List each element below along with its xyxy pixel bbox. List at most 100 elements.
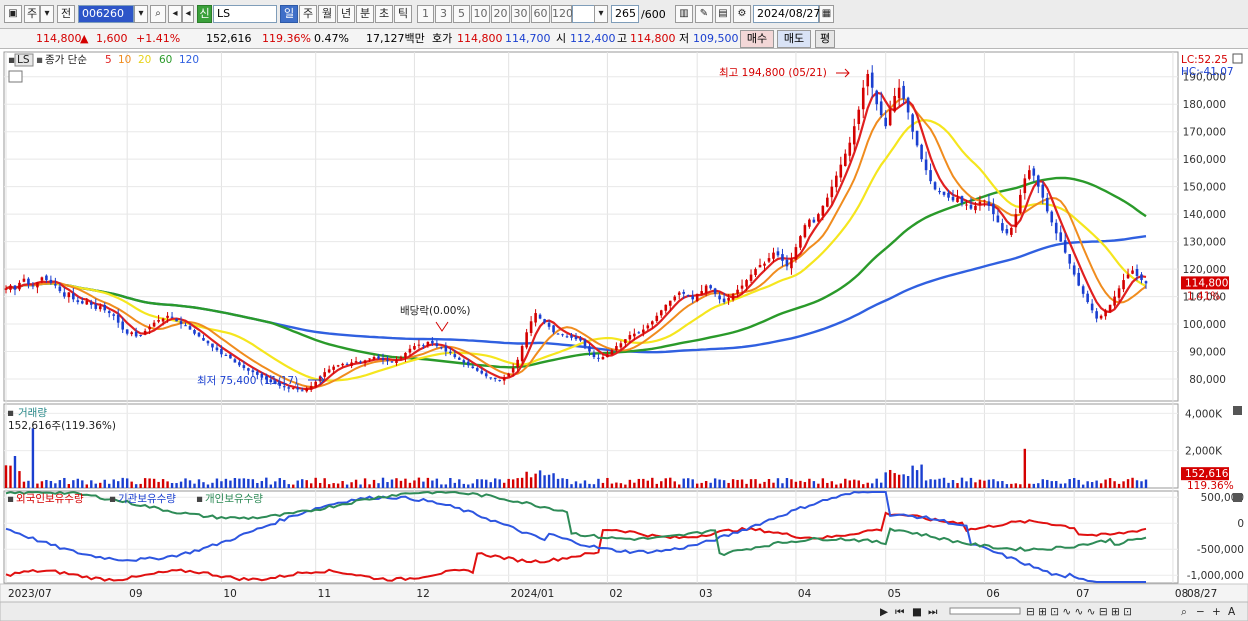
volume-bar — [58, 480, 62, 488]
market-select[interactable]: 주 — [24, 5, 40, 23]
volume-bar — [839, 483, 843, 488]
candle-body — [700, 291, 703, 295]
code-dropdown-icon[interactable]: ▾ — [134, 5, 148, 23]
foreign-legend: 외국인보유수량 — [16, 493, 84, 505]
volume-bar — [467, 484, 470, 488]
candle-body — [1108, 304, 1112, 312]
open-label: 시 — [556, 32, 567, 45]
buy-button[interactable]: 매수 — [740, 30, 774, 48]
volume-bar — [879, 482, 883, 488]
flow-panel[interactable] — [3, 490, 1179, 584]
dividend-marker-icon — [435, 321, 449, 332]
font-size-icon[interactable]: A — [1228, 606, 1236, 618]
calendar-icon[interactable]: ▦ — [819, 5, 834, 23]
last-page-icon[interactable]: ⏭ — [928, 606, 938, 618]
volume-info: 152,616주(119.36%) — [8, 420, 116, 432]
date-input[interactable]: 2024/08/27 — [753, 5, 820, 23]
zoom-out-icon[interactable]: − — [1196, 606, 1205, 618]
stop-icon[interactable]: ■ — [912, 606, 922, 618]
data-count-input[interactable]: 265 — [611, 5, 639, 23]
volume-bar — [794, 481, 798, 488]
zoom-icons[interactable]: ⊟ ⊞ ⊡ ∿ ∿ ∿ ⊟ ⊞ ⊡ — [1026, 606, 1132, 618]
sound-icon[interactable]: ◂ — [168, 5, 182, 23]
interval-button[interactable]: 20 — [491, 5, 510, 23]
zoom-in-icon[interactable]: + — [1212, 606, 1221, 618]
count-unit-dropdown-icon[interactable]: ▾ — [594, 5, 608, 23]
table-toggle-icon[interactable] — [8, 70, 23, 83]
prev-stock-icon[interactable]: ◂ — [182, 5, 194, 23]
candle-body — [72, 293, 75, 300]
candle-body — [552, 325, 555, 333]
legend-square-icon: ▪ — [8, 54, 15, 66]
volume-bar — [265, 477, 268, 488]
period-button[interactable]: 초 — [375, 5, 393, 23]
save-icon[interactable]: ▤ — [715, 5, 731, 23]
volume-bar — [862, 484, 865, 488]
candle-body — [462, 360, 466, 363]
volume-bar — [494, 478, 497, 488]
volume-bar — [323, 478, 326, 488]
stock-chart[interactable]: 2023/07 09 10 11 12 2024/01 02 03 04 05 06 07 0808/2… — [0, 49, 1248, 621]
volume-bar — [565, 478, 569, 488]
volume-panel[interactable] — [3, 403, 1179, 489]
volume-bar — [1005, 484, 1009, 488]
candle-body — [821, 205, 825, 216]
interval-button[interactable]: 120 — [551, 5, 573, 23]
candle-body — [484, 373, 488, 377]
period-button[interactable]: 월 — [318, 5, 336, 23]
interval-button[interactable]: 5 — [453, 5, 470, 23]
price-panel[interactable] — [3, 51, 1179, 402]
volume-bar — [570, 484, 573, 488]
period-button[interactable]: 분 — [356, 5, 374, 23]
chart-type-icon[interactable]: ▥ — [675, 5, 693, 23]
candle-body — [790, 258, 793, 269]
volume-bar — [1028, 483, 1031, 488]
scroll-track[interactable] — [949, 607, 1021, 615]
symbol-box[interactable] — [14, 53, 34, 67]
candle-body — [381, 358, 385, 360]
interval-button[interactable]: 3 — [435, 5, 452, 23]
settings-gear-icon[interactable]: ⚙ — [733, 5, 751, 23]
interval-button[interactable]: 1 — [417, 5, 434, 23]
period-button[interactable]: 틱 — [394, 5, 412, 23]
period-button[interactable]: 주 — [299, 5, 317, 23]
volume-bar — [188, 480, 192, 488]
search-icon[interactable]: ⌕ — [150, 5, 166, 23]
candle-body — [1077, 272, 1080, 286]
volume-bar — [1077, 479, 1080, 488]
volume-bar — [763, 481, 766, 488]
volume-bar — [476, 479, 479, 488]
volume-bar — [749, 479, 753, 488]
scroll-right-icon[interactable]: ▶ — [880, 606, 889, 618]
price-panel-menu-icon[interactable] — [1232, 53, 1243, 64]
date-label: 06 — [986, 588, 1000, 600]
volume-bar — [718, 479, 721, 488]
stock-code-input[interactable]: 006260 — [78, 5, 134, 23]
data-count-total: /600 — [641, 8, 666, 21]
magnify-icon[interactable]: ⌕ — [1181, 606, 1187, 618]
sell-button[interactable]: 매도 — [777, 30, 811, 48]
window-menu-icon[interactable]: ▣ — [4, 5, 22, 23]
market-dropdown-icon[interactable]: ▾ — [40, 5, 54, 23]
candle-body — [502, 377, 506, 381]
volume-bar — [99, 482, 102, 488]
period-select[interactable]: 전 — [57, 5, 75, 23]
candle-body — [628, 335, 632, 340]
stock-name-field[interactable]: LS — [213, 5, 277, 23]
candle-body — [745, 280, 748, 287]
volume-bar — [983, 480, 986, 488]
candle-body — [911, 114, 914, 132]
period-button[interactable]: 년 — [337, 5, 355, 23]
candle-body — [826, 197, 829, 207]
candle-body — [49, 279, 53, 283]
interval-button[interactable]: 10 — [471, 5, 490, 23]
period-button[interactable]: 일 — [280, 5, 298, 23]
even-button[interactable]: 평 — [815, 30, 835, 48]
interval-button[interactable]: 30 — [511, 5, 530, 23]
flow-close-icon[interactable] — [1233, 493, 1242, 502]
first-page-icon[interactable]: ⏮ — [895, 606, 905, 618]
volume-close-icon[interactable] — [1233, 406, 1242, 415]
volume-bar — [906, 476, 910, 488]
draw-tool-icon[interactable]: ✎ — [695, 5, 713, 23]
interval-button[interactable]: 60 — [531, 5, 550, 23]
